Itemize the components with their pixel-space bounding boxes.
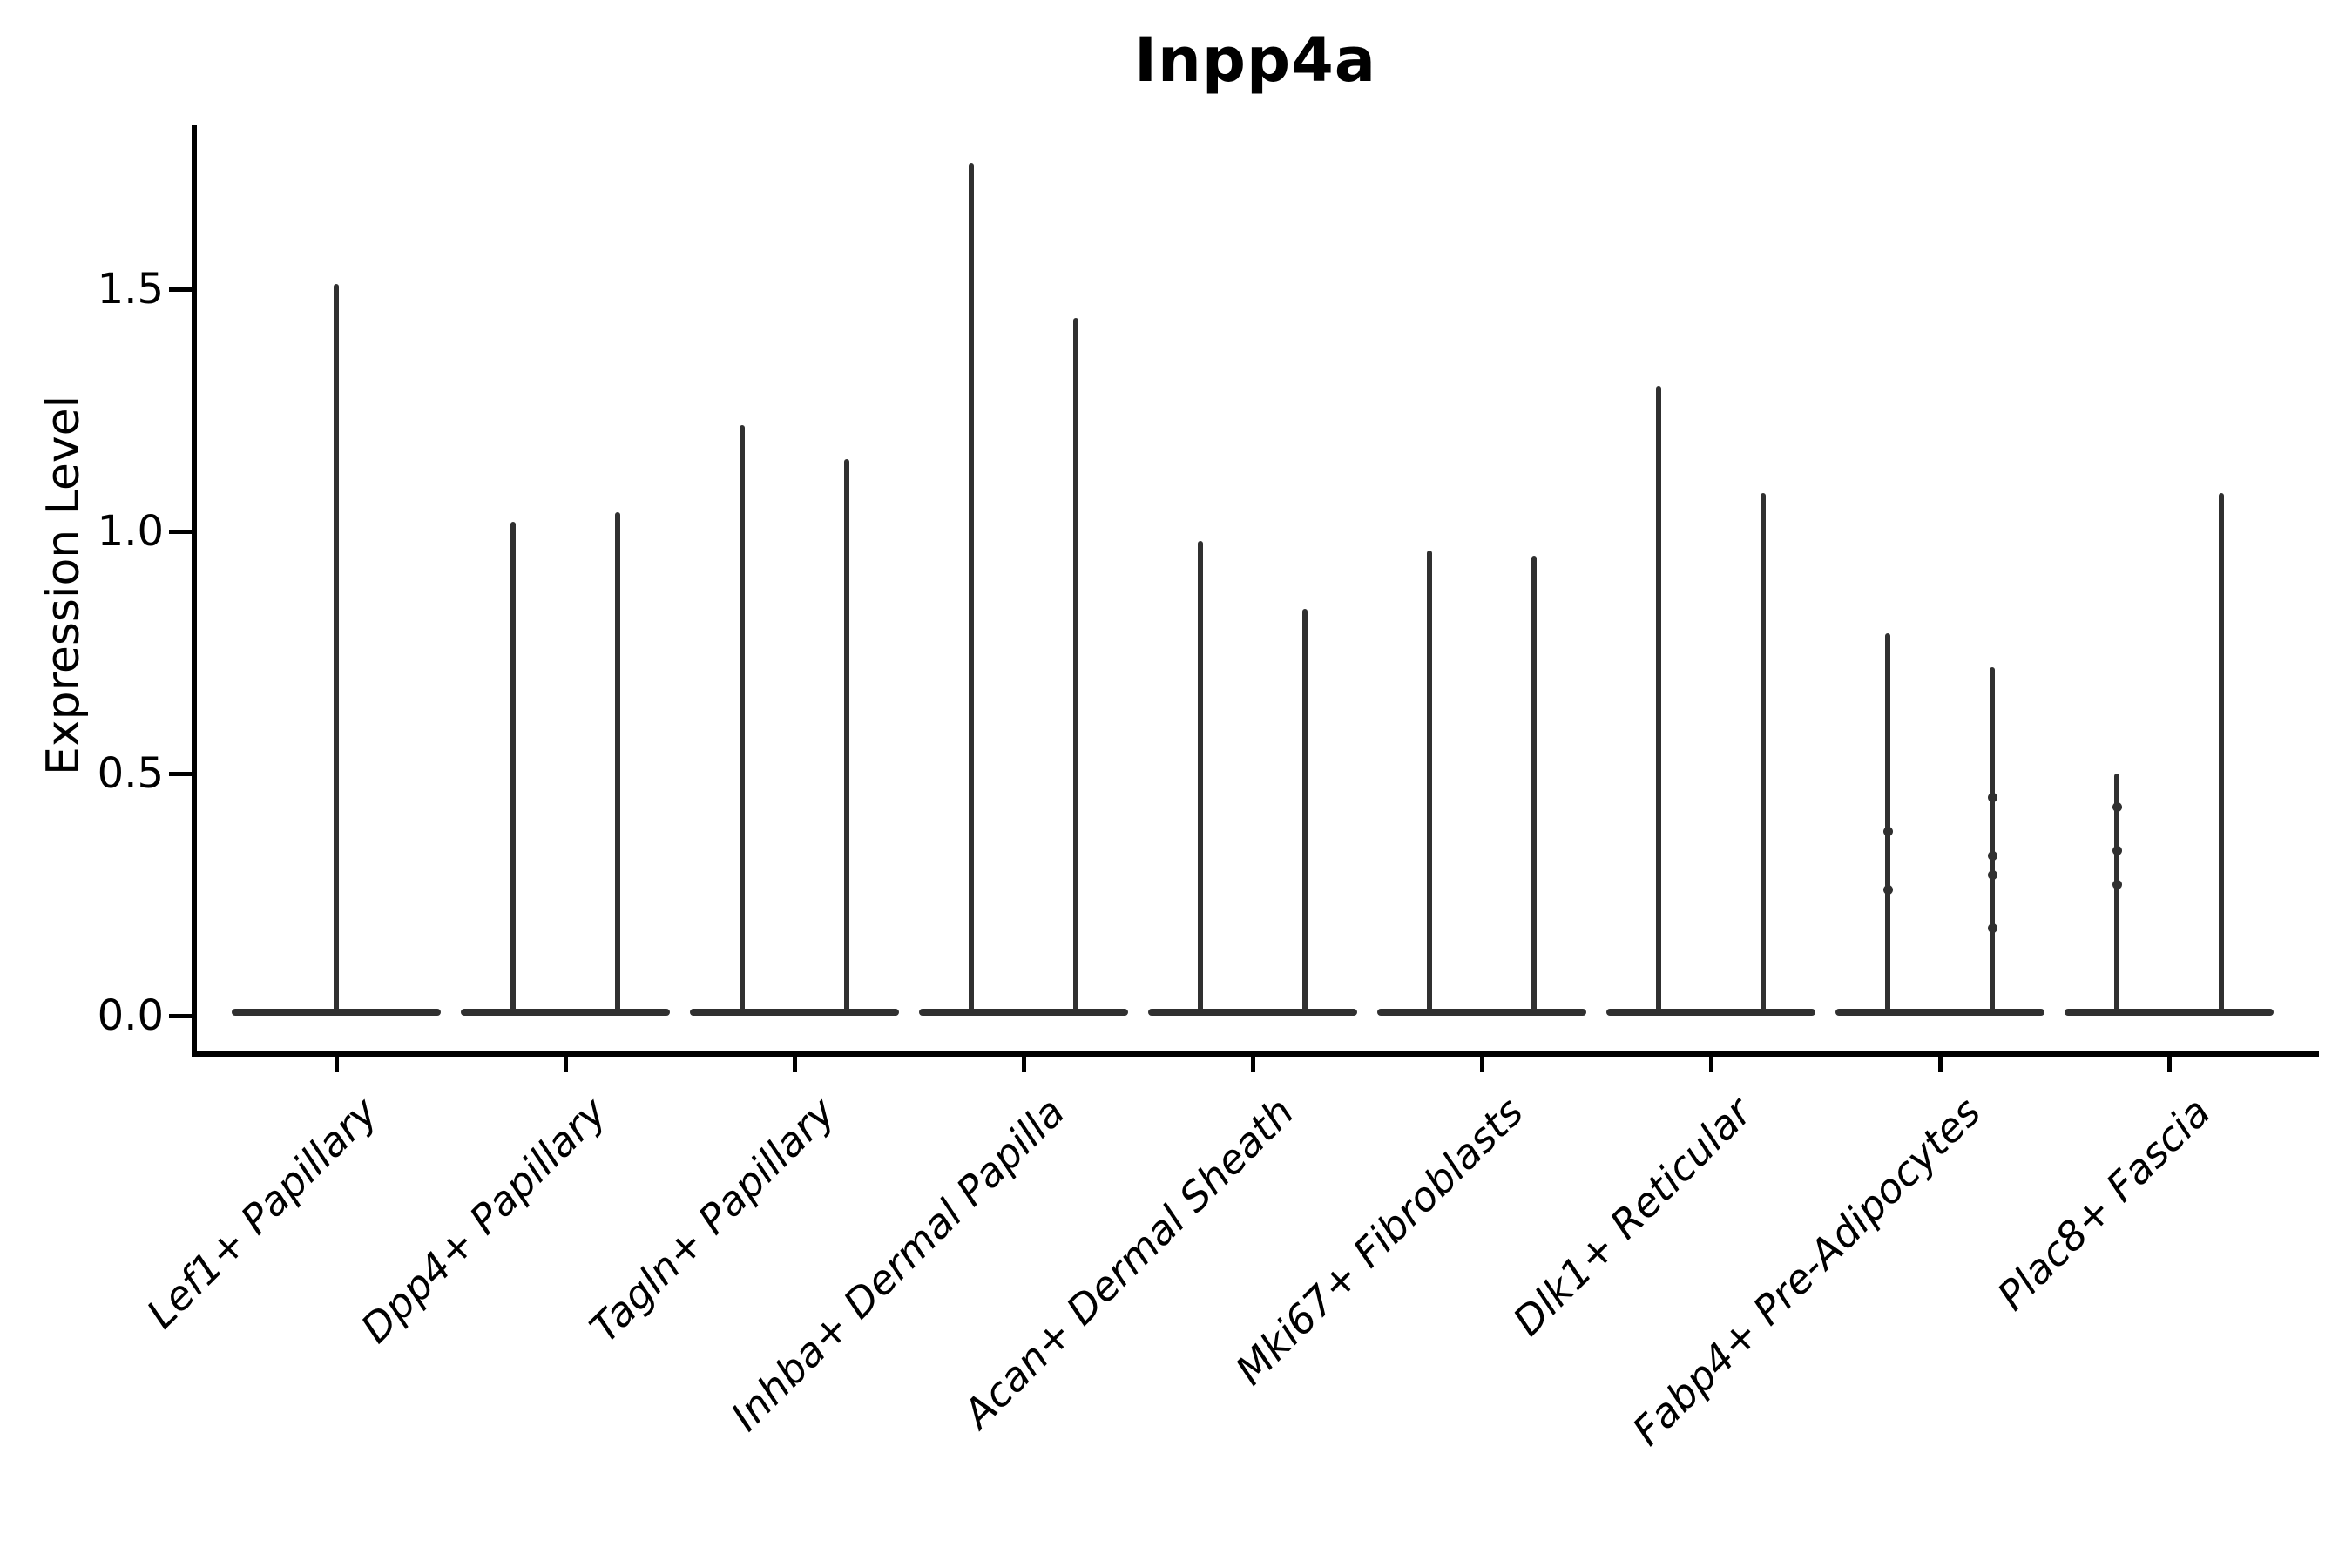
chart-title: Inpp4a [1133, 24, 1377, 96]
jitter-point [1987, 923, 1997, 934]
violin-spike [1885, 632, 1890, 1016]
y-tick-mark [169, 287, 192, 292]
jitter-point [1882, 884, 1893, 895]
jitter-point [1987, 851, 1997, 862]
violin-spike [2219, 492, 2224, 1016]
y-tick-label: 1.0 [97, 507, 164, 556]
x-tick-mark [1937, 1057, 1943, 1072]
x-tick-mark [1021, 1057, 1026, 1072]
y-tick-label: 0.5 [97, 749, 164, 798]
violin-spike [334, 284, 339, 1016]
violin-base [690, 1009, 899, 1016]
x-tick-label: Lef1+ Papillary [137, 1088, 387, 1338]
jitter-point [2112, 846, 2122, 856]
violin-spike [1990, 666, 1995, 1016]
violin-spike [510, 521, 516, 1016]
y-tick-mark [169, 1013, 192, 1018]
y-axis-line [192, 125, 197, 1057]
violin-spike [740, 424, 745, 1016]
x-tick-mark [792, 1057, 797, 1072]
x-tick-mark [1479, 1057, 1484, 1072]
jitter-point [2112, 880, 2122, 890]
y-tick-label: 1.5 [97, 265, 164, 314]
x-tick-mark [1250, 1057, 1255, 1072]
jitter-point [1882, 827, 1893, 837]
violin-spike [1656, 386, 1661, 1016]
violin-base [919, 1009, 1128, 1016]
violin-spike [1073, 318, 1078, 1016]
x-tick-label: Plac8+ Fascia [1987, 1088, 2220, 1320]
violin-base [2065, 1009, 2274, 1016]
violin-spike [1761, 492, 1766, 1016]
x-axis-line [192, 1051, 2319, 1057]
violin-base [1148, 1009, 1357, 1016]
violin-spike [844, 458, 849, 1016]
x-tick-label: Dpp4+ Papillary [351, 1088, 616, 1352]
x-tick-mark [563, 1057, 568, 1072]
jitter-point [1987, 793, 1997, 803]
violin-base [1835, 1009, 2044, 1016]
y-tick-mark [169, 529, 192, 534]
x-tick-mark [2166, 1057, 2172, 1072]
x-tick-label: Dlk1+ Reticular [1504, 1088, 1761, 1345]
violin-spike [1427, 551, 1432, 1016]
violin-spike [969, 163, 974, 1016]
y-tick-label: 0.0 [97, 991, 164, 1040]
violin-base [1377, 1009, 1586, 1016]
violin-spike [2114, 774, 2119, 1016]
x-tick-label: Tagln+ Papillary [581, 1088, 845, 1352]
jitter-point [2112, 802, 2122, 813]
x-tick-mark [334, 1057, 339, 1072]
x-tick-mark [1708, 1057, 1713, 1072]
jitter-point [1987, 870, 1997, 881]
violin-spike [615, 511, 620, 1016]
violin-base [1606, 1009, 1815, 1016]
violin-spike [1531, 555, 1537, 1016]
y-tick-mark [169, 771, 192, 776]
violin-spike [1198, 541, 1203, 1016]
violin-base [461, 1009, 670, 1016]
violin-spike [1302, 608, 1308, 1016]
